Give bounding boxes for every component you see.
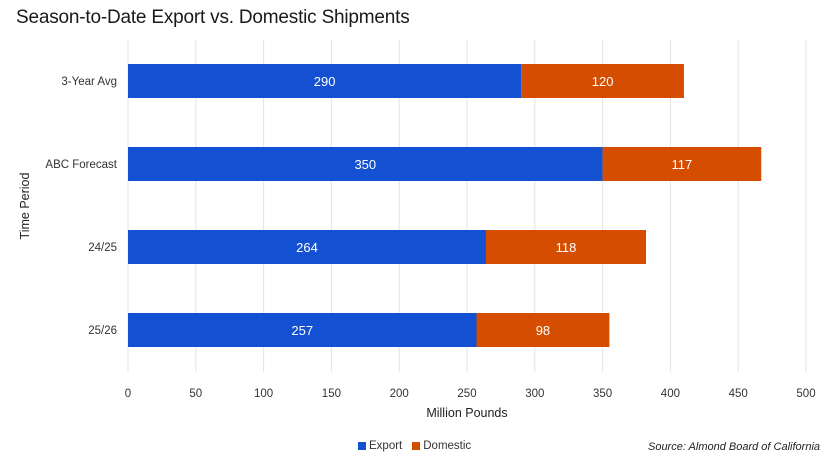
x-tick-label: 100 xyxy=(254,388,273,400)
source-note: Source: Almond Board of California xyxy=(647,441,820,453)
legend-swatch xyxy=(412,442,421,450)
legend: Export Domestic xyxy=(358,440,471,452)
category-label: ABC Forecast xyxy=(45,159,117,171)
y-axis-title: Time Period xyxy=(18,172,32,239)
bar-export xyxy=(128,230,486,264)
bar-value-label: 264 xyxy=(296,240,318,255)
bar-value-label: 290 xyxy=(314,74,336,89)
legend-item-export: Export xyxy=(358,440,402,452)
x-tick-label: 0 xyxy=(125,388,131,400)
bar-value-label: 120 xyxy=(592,74,614,89)
x-tick-label: 50 xyxy=(189,388,202,400)
bar-domestic xyxy=(485,230,646,264)
bar-domestic xyxy=(602,147,762,181)
x-tick-label: 250 xyxy=(457,388,476,400)
bar-domestic xyxy=(521,64,684,98)
x-axis-title: Million Pounds xyxy=(426,406,507,420)
chart-title: Season-to-Date Export vs. Domestic Shipm… xyxy=(16,7,410,28)
x-tick-label: 450 xyxy=(729,388,748,400)
category-labels: 3-Year Avg ABC Forecast 24/25 25/26 xyxy=(45,76,117,337)
category-label: 3-Year Avg xyxy=(61,76,117,88)
bar-value-label: 257 xyxy=(291,323,313,338)
x-tick-label: 350 xyxy=(593,388,612,400)
bar-export xyxy=(128,64,522,98)
x-tick-label: 150 xyxy=(322,388,341,400)
bar-value-label: 98 xyxy=(536,323,550,338)
x-tick-labels: 0 50 100 150 200 250 300 350 400 450 500 xyxy=(125,388,816,400)
bar-value-label: 350 xyxy=(354,157,376,172)
legend-item-domestic: Domestic xyxy=(412,440,471,452)
x-tick-label: 300 xyxy=(525,388,544,400)
legend-swatch xyxy=(358,442,366,450)
x-tick-label: 200 xyxy=(390,388,409,400)
bar-value-label: 118 xyxy=(556,240,577,255)
category-label: 24/25 xyxy=(88,242,117,254)
bar-domestic xyxy=(476,313,610,347)
x-tick-label: 500 xyxy=(796,388,815,400)
bar-value-label: 117 xyxy=(672,157,693,172)
bar-export xyxy=(128,313,477,347)
legend-label: Domestic xyxy=(423,440,472,452)
bars: 290 120 350 117 264 118 257 98 xyxy=(128,64,762,347)
legend-label: Export xyxy=(369,440,403,452)
chart-plot: 290 120 350 117 264 118 257 98 3-Year Avg ABC Fo… xyxy=(18,40,816,420)
bar-export xyxy=(128,147,603,181)
category-label: 25/26 xyxy=(88,325,117,337)
x-tick-label: 400 xyxy=(661,388,680,400)
